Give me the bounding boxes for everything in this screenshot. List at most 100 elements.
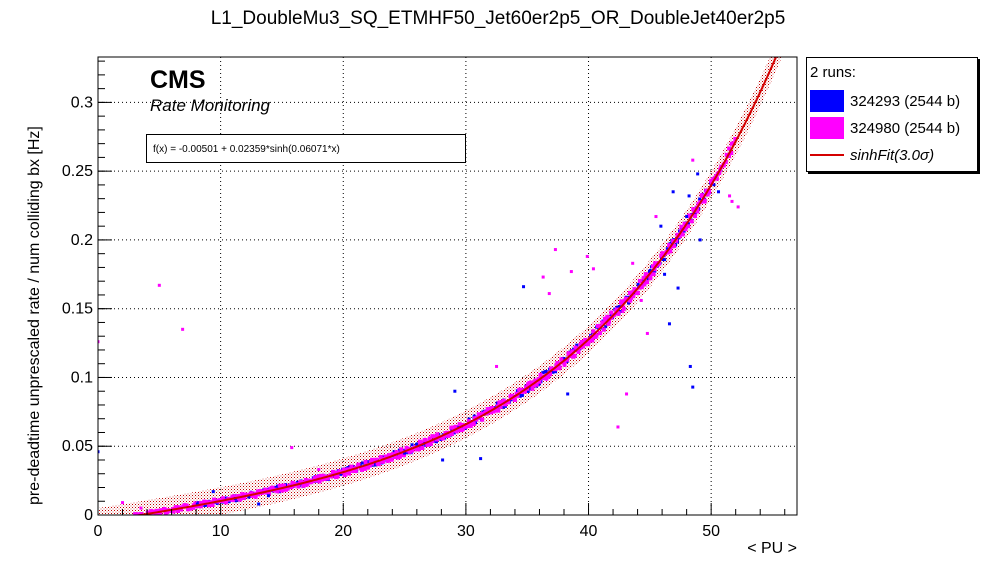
y-tick-label: 0.15 xyxy=(62,301,93,318)
rate-monitoring-label: Rate Monitoring xyxy=(150,96,271,115)
data-point xyxy=(220,496,225,501)
data-point xyxy=(548,372,553,377)
data-point xyxy=(637,278,642,283)
data-point-outlier xyxy=(547,292,551,296)
data-point xyxy=(191,505,196,510)
y-axis-label: pre-deadtime unprescaled rate / num coll… xyxy=(26,126,43,505)
data-point xyxy=(498,404,503,409)
data-point xyxy=(230,498,235,503)
data-point xyxy=(319,477,324,482)
data-point xyxy=(363,459,368,464)
data-point xyxy=(202,499,207,504)
grid xyxy=(98,57,797,515)
data-point xyxy=(554,366,559,371)
data-point xyxy=(289,485,294,490)
data-point xyxy=(557,365,562,370)
data-point xyxy=(296,480,300,484)
data-point-outlier xyxy=(569,270,573,274)
data-point xyxy=(606,321,611,326)
data-point-outlier xyxy=(139,506,143,510)
data-point xyxy=(518,394,522,398)
data-point-outlier xyxy=(616,425,620,429)
data-point xyxy=(615,307,620,312)
data-point xyxy=(669,241,673,245)
data-point xyxy=(606,319,611,324)
data-point xyxy=(501,405,505,409)
data-point-outlier xyxy=(247,495,251,499)
data-point xyxy=(671,238,676,243)
data-point xyxy=(204,503,208,507)
data-point xyxy=(133,512,138,515)
data-point xyxy=(249,491,254,496)
data-point xyxy=(648,269,652,273)
legend-label-run2: 324980 (2544 b) xyxy=(850,119,961,137)
data-point xyxy=(318,473,323,478)
data-point xyxy=(480,411,485,416)
data-point xyxy=(175,505,180,510)
data-point-outlier xyxy=(541,275,545,279)
data-point xyxy=(277,483,282,488)
data-point xyxy=(410,448,415,453)
data-point-outlier xyxy=(553,248,557,252)
data-point xyxy=(616,311,621,316)
data-point xyxy=(509,393,514,398)
y-tick-label: 0.2 xyxy=(71,232,93,249)
data-point xyxy=(629,290,634,295)
data-point xyxy=(274,485,278,489)
data-point xyxy=(139,512,144,515)
data-point-outlier xyxy=(728,194,732,198)
data-point xyxy=(594,333,599,338)
data-point xyxy=(663,258,667,262)
data-point xyxy=(434,437,439,442)
data-point xyxy=(435,440,439,444)
data-point-outlier xyxy=(211,490,215,494)
data-point xyxy=(698,197,702,201)
data-point-outlier xyxy=(671,190,675,194)
data-point xyxy=(683,224,688,229)
data-point xyxy=(472,414,476,418)
y-tick-label: 0.3 xyxy=(71,94,93,111)
data-point xyxy=(627,301,631,305)
data-point xyxy=(224,496,228,500)
data-point xyxy=(544,370,548,374)
data-point-outlier xyxy=(659,224,663,228)
data-point-outlier xyxy=(266,494,270,498)
data-point xyxy=(591,329,596,334)
data-point xyxy=(238,497,243,502)
data-point xyxy=(598,324,603,329)
data-point xyxy=(575,343,579,347)
data-point xyxy=(581,344,586,349)
cms-label: CMS xyxy=(150,66,206,94)
legend-entry-run2: 324980 (2544 b) xyxy=(810,116,960,140)
data-point xyxy=(551,370,555,374)
data-point xyxy=(480,417,485,422)
data-point xyxy=(393,455,398,460)
data-point xyxy=(522,389,527,394)
data-point xyxy=(731,141,736,146)
data-point xyxy=(573,345,578,350)
data-point xyxy=(648,272,653,277)
data-point xyxy=(692,214,697,219)
data-point xyxy=(240,492,245,497)
data-point xyxy=(621,306,626,311)
data-point xyxy=(671,243,676,248)
data-point-outlier xyxy=(639,298,643,302)
legend-label-run1: 324293 (2544 b) xyxy=(850,92,961,110)
data-point xyxy=(193,501,198,506)
data-point xyxy=(628,298,633,303)
data-point xyxy=(460,427,465,432)
data-point xyxy=(641,275,646,280)
data-point xyxy=(198,504,203,509)
legend-swatch-magenta xyxy=(810,117,844,139)
data-point xyxy=(520,393,524,397)
chart-title: L1_DoubleMu3_SQ_ETMHF50_Jet60er2p5_OR_Do… xyxy=(210,8,786,29)
data-point xyxy=(704,188,709,193)
data-point xyxy=(506,400,511,405)
data-point xyxy=(376,462,381,467)
data-point xyxy=(171,509,176,514)
data-point xyxy=(565,357,570,362)
data-point xyxy=(275,489,280,494)
data-point xyxy=(643,272,648,277)
data-point xyxy=(301,483,306,488)
data-point-outlier xyxy=(257,502,261,506)
